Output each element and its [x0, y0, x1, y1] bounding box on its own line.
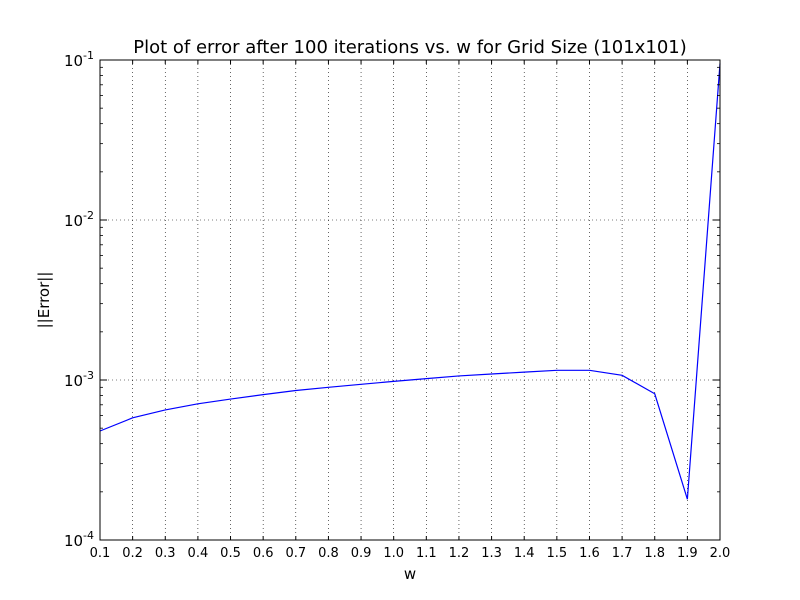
- x-tick-label: 0.2: [122, 546, 143, 561]
- x-tick-label: 1.5: [546, 546, 567, 561]
- x-tick-label: 1.0: [383, 546, 404, 561]
- tick-marks: [99, 59, 721, 541]
- x-axis-label: w: [404, 565, 416, 583]
- x-tick-label: 0.6: [253, 546, 274, 561]
- x-tick-label: 1.7: [612, 546, 633, 561]
- plot-area: [100, 60, 720, 540]
- y-axis-label: ||Error||: [35, 272, 53, 329]
- x-tick-label: 1.6: [579, 546, 600, 561]
- x-tick-label: 0.4: [188, 546, 209, 561]
- x-tick-label: 1.4: [514, 546, 535, 561]
- series-layer: [99, 63, 721, 500]
- y-tick-label: 10-2: [64, 209, 94, 230]
- x-tick-label: 1.2: [449, 546, 470, 561]
- y-tick-labels: 10-4 10-3 10-2 10-1: [64, 49, 94, 550]
- x-tick-label: 0.8: [318, 546, 339, 561]
- x-tick-label: 0.7: [285, 546, 306, 561]
- series-line: [99, 63, 721, 500]
- x-tick-label: 2.0: [710, 546, 731, 561]
- x-tick-label: 1.1: [416, 546, 437, 561]
- y-tick-label: 10-4: [64, 529, 94, 550]
- grid-lines: [100, 60, 720, 540]
- x-tick-label: 0.5: [220, 546, 241, 561]
- chart-title: Plot of error after 100 iterations vs. w…: [133, 37, 687, 58]
- x-tick-label: 1.8: [644, 546, 665, 561]
- x-tick-labels: 0.1 0.2 0.3 0.4 0.5 0.6 0.7 0.8 0.9 1.0 1.1 1.2 1.3 1…: [90, 546, 731, 561]
- x-tick-label: 0.1: [90, 546, 111, 561]
- y-tick-label: 10-1: [64, 49, 94, 70]
- x-tick-label: 1.9: [677, 546, 698, 561]
- x-tick-label: 0.9: [351, 546, 372, 561]
- x-tick-label: 1.3: [481, 546, 502, 561]
- x-tick-label: 0.3: [155, 546, 176, 561]
- y-tick-label: 10-3: [64, 369, 94, 390]
- plot-frame: [99, 59, 721, 541]
